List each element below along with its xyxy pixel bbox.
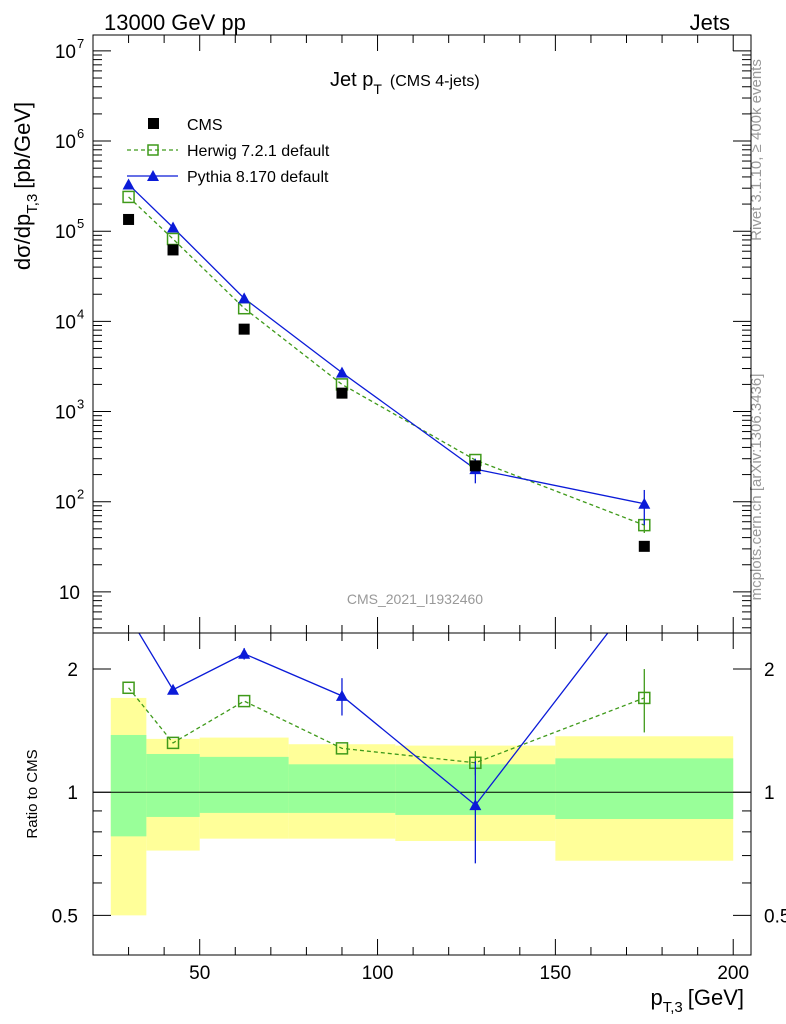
cms-point	[123, 213, 135, 225]
herwig-point	[122, 190, 135, 204]
pythia-ratio-point	[167, 683, 180, 695]
cms-point	[238, 323, 250, 335]
pythia-point	[167, 221, 180, 233]
legend: CMS Herwig 7.2.1 default Pythia 8.170 de…	[127, 117, 330, 186]
chart-title-note: (CMS 4-jets)	[390, 73, 480, 90]
herwig-ratio-point	[638, 691, 651, 705]
ratio-ytick-label-right: 1	[764, 783, 775, 804]
main-ytick-exp: 4	[77, 306, 84, 321]
chart-title-sub: T	[373, 81, 382, 97]
herwig-line	[128, 196, 645, 526]
main-ytick-exp: 5	[77, 216, 84, 231]
legend-entry-herwig: Herwig 7.2.1 default	[127, 143, 330, 160]
pythia-point	[335, 366, 348, 378]
pythia-point	[238, 292, 251, 304]
cms-point	[469, 460, 481, 472]
pythia-line	[128, 183, 645, 505]
ratio-xtick-label: 100	[362, 963, 394, 984]
mcplots-label: mcplots.cern.ch [arXiv:1306.3436]	[748, 374, 765, 601]
herwig-ratio-point	[335, 742, 349, 755]
legend-marker-herwig	[147, 144, 159, 156]
main-ytick-label: 10	[55, 42, 76, 63]
main-ytick-label: 10	[55, 493, 76, 514]
ratio-panel-frame	[92, 632, 752, 956]
x-axis-label: pT,3 [GeV]	[650, 985, 744, 1016]
uncertainty-band-green	[146, 753, 200, 817]
ratio-y-axis-label: Ratio to CMS	[24, 749, 41, 838]
legend-marker-pythia	[147, 170, 159, 181]
herwig-ratio-point	[122, 681, 135, 695]
ratio-ytick-label-right: 2	[764, 660, 775, 681]
main-y-axis-label: dσ/dpT,3[pb/GeV]	[10, 102, 41, 270]
pythia-ratio-point	[238, 647, 251, 659]
uncertainty-band-green	[110, 734, 147, 837]
chart-title: Jet pT (CMS 4-jets)	[330, 69, 480, 97]
main-ytick-label: 10	[59, 583, 80, 604]
cms-point	[638, 540, 650, 552]
chart-title-main: Jet p	[330, 69, 373, 91]
pythia-ratio-line	[138, 633, 609, 807]
legend-entry-cms: CMS	[148, 117, 223, 134]
category-label: Jets	[690, 10, 730, 35]
legend-entry-pythia: Pythia 8.170 default	[127, 169, 329, 186]
pythia-ratio-point	[335, 689, 348, 701]
legend-label-herwig: Herwig 7.2.1 default	[187, 143, 330, 160]
pythia-point	[122, 178, 135, 190]
ratio-ytick-label: 0.5	[52, 906, 78, 927]
main-ytick-exp: 7	[77, 36, 84, 51]
herwig-ratio-point	[237, 694, 251, 708]
pythia-ratio-point	[469, 799, 482, 811]
legend-label-cms: CMS	[187, 117, 223, 134]
main-ytick-exp: 6	[77, 126, 84, 141]
energy-label: 13000 GeV pp	[104, 10, 246, 35]
ratio-ytick-label: 2	[67, 660, 78, 681]
cms-point	[336, 387, 348, 399]
uncertainty-band-green	[555, 758, 734, 820]
legend-label-pythia: Pythia 8.170 default	[187, 169, 329, 186]
uncertainty-band-green	[288, 764, 396, 813]
ratio-xtick-label: 50	[189, 963, 210, 984]
analysis-id-label: CMS_2021_I1932460	[347, 591, 483, 607]
ratio-ytick-label-right: 0.5	[764, 906, 786, 927]
main-ytick-label: 10	[55, 132, 76, 153]
herwig-ratio-line	[128, 687, 645, 764]
herwig-ratio-point	[166, 736, 180, 750]
rivet-version-label: Rivet 3.1.10, ≥ 400k events	[748, 59, 765, 241]
ratio-xtick-label: 150	[540, 963, 572, 984]
ratio-xtick-label: 200	[717, 963, 749, 984]
main-ytick-label: 10	[55, 222, 76, 243]
uncertainty-band-green	[199, 756, 289, 813]
ratio-panel: 0.5 0.5 1 1 2 2 50 100 150 200 Ratio to CMS pT,3…	[24, 632, 786, 1016]
main-ytick-label: 10	[55, 403, 76, 424]
main-ytick-exp: 2	[77, 487, 84, 502]
cms-point	[167, 244, 179, 256]
main-ytick-label: 10	[55, 312, 76, 333]
pythia-point	[638, 497, 651, 509]
legend-marker-cms	[148, 118, 159, 129]
main-ytick-exp: 3	[77, 397, 84, 412]
ratio-ytick-label: 1	[67, 783, 78, 804]
